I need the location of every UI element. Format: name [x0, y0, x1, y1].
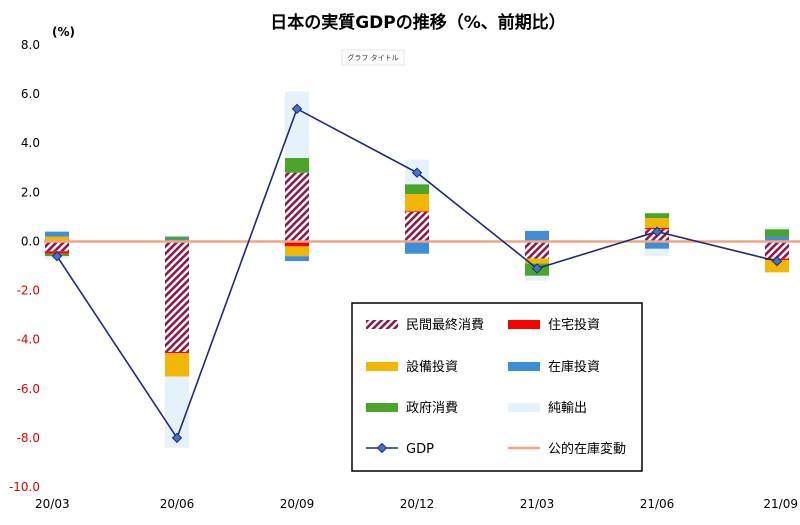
legend-label-2: 設備投資 [406, 359, 458, 375]
x-tick-6: 21/09 [763, 497, 798, 511]
bar-3-4 [525, 230, 549, 241]
y-tick-0: 8.0 [21, 38, 40, 52]
x-tick-0: 20/03 [35, 497, 70, 511]
legend-swatch-5 [508, 403, 540, 412]
legend-label-3: 在庫投資 [548, 359, 600, 375]
bar-5-2 [285, 91, 309, 158]
legend-swatch-1 [508, 320, 540, 329]
y-tick-6: -4.0 [17, 333, 40, 347]
bar-2-3 [405, 194, 429, 212]
y-tick-5: -2.0 [17, 284, 40, 298]
bar-layer [45, 91, 789, 448]
y-tick-4: 0.0 [21, 234, 40, 248]
bar-4-2 [285, 157, 309, 173]
y-tick-1: 6.0 [21, 87, 40, 101]
bar-3-5 [645, 241, 669, 249]
bar-3-2 [285, 256, 309, 262]
legend-label-6: GDP [406, 442, 434, 457]
title-badge: グラフ タイトル [341, 49, 405, 66]
bar-1-1 [165, 351, 189, 354]
bar-2-4 [525, 258, 549, 264]
bar-2-1 [165, 353, 189, 377]
gdp-point-3 [411, 167, 423, 178]
bar-0-4 [525, 241, 549, 259]
x-tick-4: 21/03 [520, 497, 555, 511]
title-badge-text: グラフ タイトル [347, 53, 398, 62]
bar-3-3 [405, 241, 429, 254]
bar-5-6 [765, 226, 789, 230]
legend-label-7: 公的在庫変動 [548, 441, 626, 457]
bar-0-2 [285, 172, 309, 242]
legend-box [351, 302, 643, 472]
gdp-point-1 [171, 432, 183, 444]
bar-0-3 [405, 211, 429, 242]
x-tick-1: 20/06 [160, 497, 195, 511]
bar-3-0 [45, 231, 69, 237]
bar-1-2 [285, 241, 309, 247]
x-tick-labels: 20/03 20/06 20/09 20/12 21/03 21/06 21/09 [35, 497, 798, 511]
bar-4-5 [645, 213, 669, 219]
legend-swatch-0 [366, 320, 398, 329]
bar-4-1 [165, 236, 189, 239]
bar-5-4 [525, 275, 549, 281]
bar-4-6 [765, 229, 789, 237]
bar-0-0 [45, 241, 69, 252]
y-tick-labels: 8.0 6.0 4.0 2.0 0.0 -2.0 -4.0 -6.0 -8.0 -10.0 [9, 38, 40, 494]
y-tick-3: 2.0 [21, 185, 40, 199]
legend-label-1: 住宅投資 [548, 317, 600, 333]
y-tick-7: -6.0 [17, 382, 40, 396]
gdp-point-4 [531, 263, 543, 274]
y-tick-2: 4.0 [21, 136, 40, 150]
bar-0-1 [165, 241, 189, 352]
gdp-point-0 [51, 250, 63, 262]
gdp-point-5 [651, 226, 663, 237]
bar-5-5 [645, 248, 669, 257]
legend-swatch-4 [366, 403, 398, 412]
legend-swatch-2 [366, 362, 398, 371]
x-tick-5: 21/06 [640, 497, 675, 511]
line-layer [44, 103, 800, 444]
y-tick-9: -10.0 [9, 480, 40, 494]
gdp-point-2 [291, 103, 303, 115]
gdp-point-6 [771, 255, 783, 267]
bar-2-0 [45, 236, 69, 242]
x-tick-2: 20/09 [280, 497, 315, 511]
y-tick-8: -8.0 [17, 431, 40, 445]
legend-label-5: 純輸出 [548, 401, 587, 416]
legend-label-0: 民間最終消費 [406, 317, 484, 333]
bar-1-3 [405, 211, 429, 212]
chart-title: 日本の実質GDPの推移（%、前期比） [270, 12, 566, 33]
bar-2-2 [285, 246, 309, 257]
legend-label-4: 政府消費 [406, 401, 458, 416]
legend-marker-6 [376, 442, 388, 454]
legend-swatch-3 [508, 362, 540, 371]
bar-2-5 [645, 218, 669, 228]
bar-4-3 [405, 184, 429, 195]
x-tick-3: 20/12 [400, 497, 435, 511]
bar-0-6 [765, 241, 789, 259]
bar-3-6 [765, 236, 789, 242]
y-unit-label: (%) [52, 25, 75, 39]
